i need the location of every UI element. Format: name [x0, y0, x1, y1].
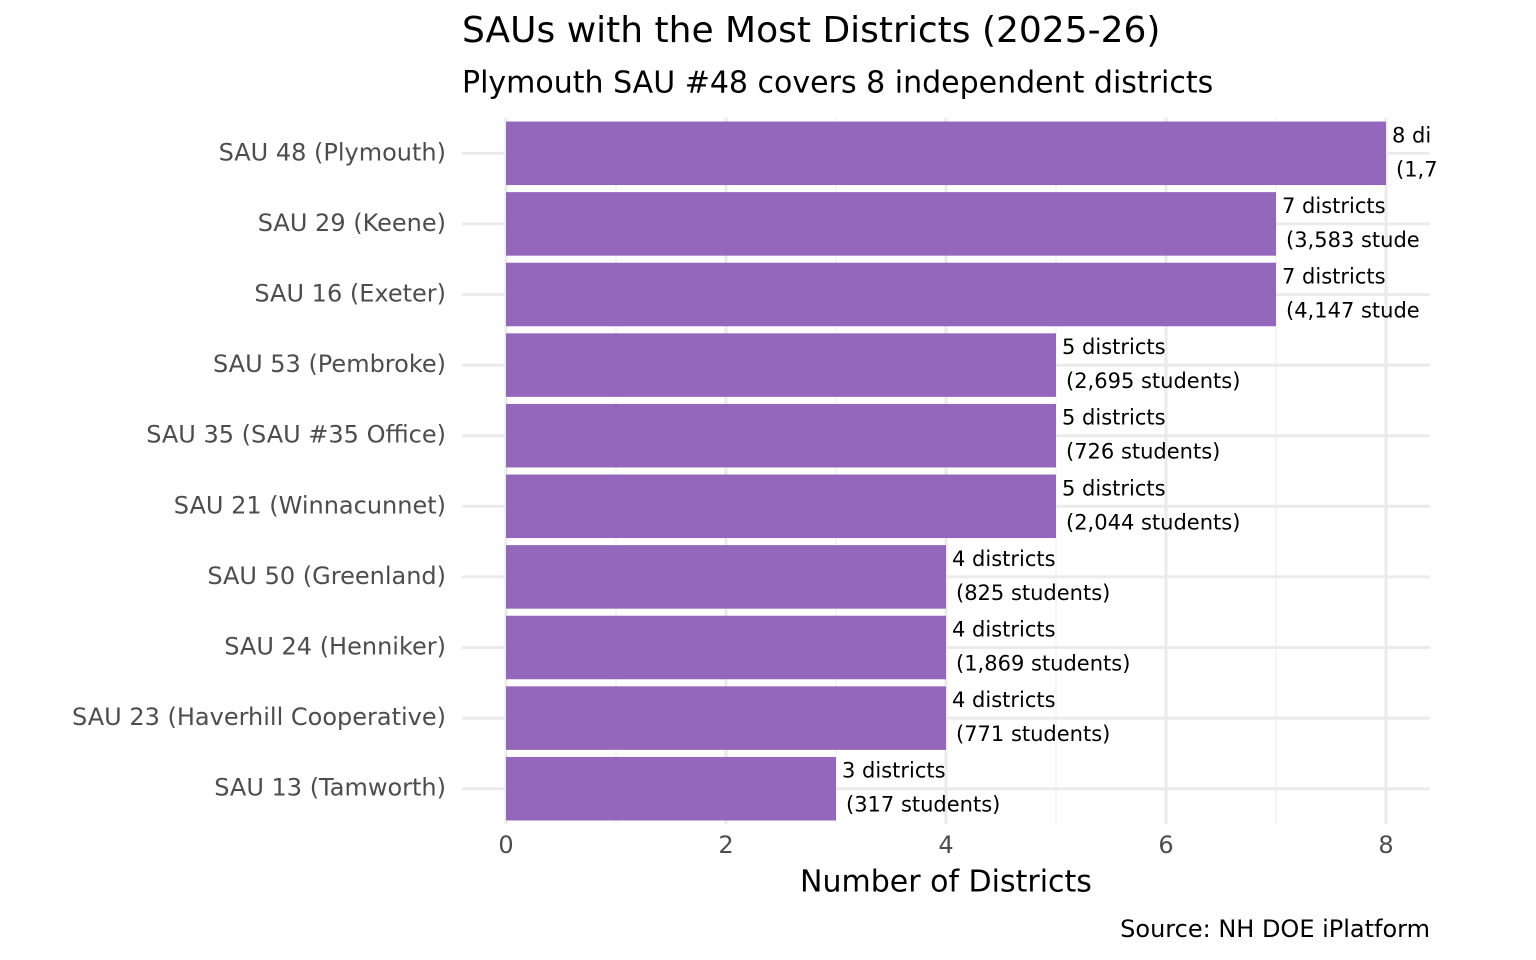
student-label: (771 students)	[956, 722, 1110, 746]
value-label: 4 districts	[952, 547, 1056, 571]
student-label: (3,583 stude	[1286, 228, 1420, 252]
student-label: (317 students)	[846, 793, 1000, 817]
value-label: 5 districts	[1062, 335, 1166, 359]
x-tick-label: 4	[938, 831, 953, 859]
x-axis-label: Number of Districts	[800, 865, 1092, 900]
caption: Source: NH DOE iPlatform	[1120, 915, 1430, 943]
y-tick-label: SAU 23 (Haverhill Cooperative)	[72, 703, 446, 731]
value-label: 5 districts	[1062, 406, 1166, 430]
bar	[506, 333, 1056, 397]
y-tick-label: SAU 13 (Tamworth)	[214, 774, 446, 802]
bar	[506, 262, 1276, 327]
y-tick-label: SAU 35 (SAU #35 Office)	[146, 421, 446, 449]
y-tick-label: SAU 29 (Keene)	[258, 209, 446, 237]
bar	[506, 615, 946, 680]
bar	[506, 474, 1056, 539]
value-label: 8 di	[1392, 123, 1431, 147]
value-label: 4 districts	[952, 618, 1056, 642]
value-label: 5 districts	[1062, 476, 1166, 500]
student-label: (825 students)	[956, 581, 1110, 605]
bar	[506, 192, 1276, 256]
x-tick-label: 8	[1378, 831, 1393, 859]
bar	[506, 545, 946, 609]
student-label: (1,7	[1396, 157, 1438, 181]
bar	[506, 403, 1056, 468]
value-label: 7 districts	[1282, 265, 1386, 289]
x-tick-label: 2	[718, 831, 733, 859]
student-label: (2,695 students)	[1066, 369, 1240, 393]
y-tick-label: SAU 21 (Winnacunnet)	[174, 491, 446, 519]
x-tick-label: 0	[498, 831, 513, 859]
y-tick-label: SAU 48 (Plymouth)	[219, 138, 446, 166]
bar	[506, 121, 1386, 186]
y-tick-label: SAU 24 (Henniker)	[224, 633, 446, 661]
bar	[506, 756, 836, 821]
student-label: (4,147 stude	[1286, 299, 1420, 323]
value-label: 7 districts	[1282, 194, 1386, 218]
student-label: (2,044 students)	[1066, 510, 1240, 534]
student-label: (1,869 students)	[956, 652, 1130, 676]
value-label: 3 districts	[842, 759, 946, 783]
y-tick-label: SAU 50 (Greenland)	[207, 562, 446, 590]
student-label: (726 students)	[1066, 440, 1220, 464]
chart-title: SAUs with the Most Districts (2025-26)	[462, 10, 1160, 51]
chart-subtitle: Plymouth SAU #48 covers 8 independent di…	[462, 66, 1213, 101]
y-tick-label: SAU 53 (Pembroke)	[213, 350, 446, 378]
x-tick-label: 6	[1158, 831, 1173, 859]
value-label: 4 districts	[952, 688, 1056, 712]
y-tick-label: SAU 16 (Exeter)	[254, 280, 446, 308]
bar	[506, 686, 946, 750]
